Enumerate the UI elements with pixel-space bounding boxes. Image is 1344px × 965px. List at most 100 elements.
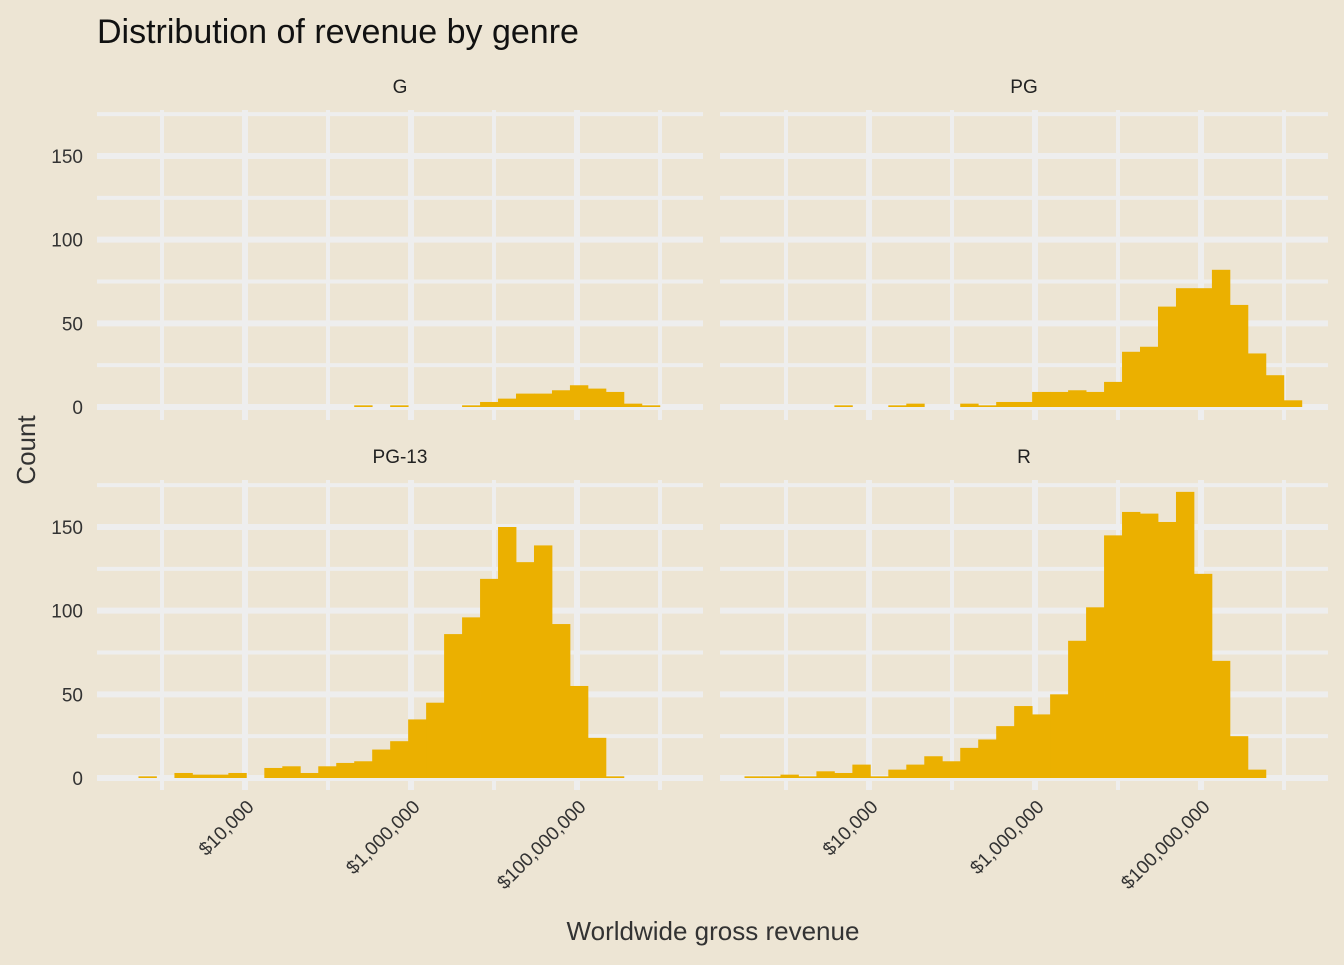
histogram-bar [816,771,835,778]
histogram-bar [744,776,763,778]
histogram-bar [1068,640,1087,778]
histogram-bar [1265,375,1285,407]
histogram-bar [1086,391,1105,407]
histogram-bar [605,391,625,407]
histogram-bar [1068,390,1087,407]
histogram-bar [516,562,535,778]
histogram-bar [762,776,781,778]
histogram-bar [1229,304,1249,407]
histogram-bar [960,747,979,778]
histogram-bar [1140,346,1159,407]
histogram-bar [870,776,889,778]
histogram-bar [623,403,643,407]
histogram-bar [1014,706,1033,778]
histogram-bar [372,749,391,778]
histogram-bar [174,772,193,778]
histogram-bar [1193,573,1213,778]
chart-title: Distribution of revenue by genre [97,13,579,51]
x-tick-label: $100,000,000 [1117,797,1214,894]
y-tick-label: 150 [51,518,83,539]
histogram-bar [1157,306,1177,407]
histogram-bar [1122,351,1141,407]
y-tick-label: 0 [72,769,83,790]
facet-label: PG-13 [373,447,428,468]
histogram-bar [569,385,589,407]
histogram-bar [228,772,247,778]
histogram-bar [533,545,553,778]
facet-panel-g: G 0 50 100 150 [51,77,703,420]
histogram-bar [444,634,463,778]
histogram-bar [978,405,997,407]
histogram-bar [390,405,409,407]
histogram-bar [1229,736,1249,778]
histogram-bar [1086,607,1105,778]
histogram-bar [1050,391,1069,407]
histogram-bar [516,393,535,407]
histogram-bar [1104,535,1123,778]
facet-panel-pg: PG [720,77,1328,420]
histogram-bar [888,405,907,407]
histogram-bar [551,390,571,407]
histogram-bar [906,403,925,407]
x-tick-label: $1,000,000 [342,797,424,879]
histogram-bar [569,685,589,778]
histogram-bar [587,737,607,778]
histogram-bar [996,401,1015,407]
histogram-bar [1175,288,1195,407]
facet-panels: G 0 50 100 150 PG PG-13 0 50 100 150 $10,000 $1,000,… [51,77,1328,894]
histogram-bar [1211,660,1231,778]
histogram-bar [996,726,1015,778]
histogram-bar [924,756,943,778]
histogram-bar [1014,401,1033,407]
histogram-bar [408,719,427,778]
histogram-bar [462,617,481,778]
histogram-bar [960,403,979,407]
histogram-bar [533,393,553,407]
histogram-bar [300,772,319,778]
histogram-bar [834,405,853,407]
histogram-bar [480,578,499,778]
histogram-bar [587,388,607,407]
x-tick-label: $1,000,000 [966,797,1048,879]
y-tick-label: 50 [62,314,83,335]
histogram-bar [354,761,373,778]
histogram-bar [1247,769,1267,778]
histogram-bar [1032,714,1051,778]
histogram-bar [1193,288,1213,407]
histogram-bar [551,624,571,778]
histogram-bar [192,774,211,778]
x-axis-title: Worldwide gross revenue [567,916,860,946]
histogram-bar [1140,513,1159,778]
facet-label: R [1017,447,1031,468]
histogram-bar [336,762,355,778]
histogram-bar [1157,521,1177,778]
histogram-bar [605,776,625,778]
histogram-bar [888,769,907,778]
x-tick-label: $100,000,000 [493,797,590,894]
y-tick-label: 100 [51,231,83,252]
y-tick-label: 150 [51,147,83,168]
y-tick-label: 100 [51,602,83,623]
histogram-bar [1175,491,1195,778]
y-tick-label: 50 [62,685,83,706]
histogram-bar [264,767,283,778]
facet-panel-pg-13: PG-13 0 50 100 150 $10,000 $1,000,000 $100,000,… [51,447,703,894]
facet-panel-r: R $10,000 $1,000,000 $100,000,000 [720,447,1328,894]
histogram-bar [354,405,373,407]
y-tick-label: 0 [72,398,83,419]
histogram-bar [318,766,337,778]
histogram-bar [1283,400,1303,407]
histogram-bar [1032,391,1051,407]
histogram-bar [906,764,925,778]
histogram-bar [498,527,517,778]
histogram-bar [942,761,961,778]
facet-label: PG [1010,77,1037,98]
histogram-bar [978,739,997,778]
histogram-bar [780,774,799,778]
histogram-bar [462,405,481,407]
histogram-bar [1050,694,1069,778]
histogram-bar [1211,269,1231,407]
y-axis-title: Count [11,415,41,485]
histogram-bar [1122,511,1141,778]
